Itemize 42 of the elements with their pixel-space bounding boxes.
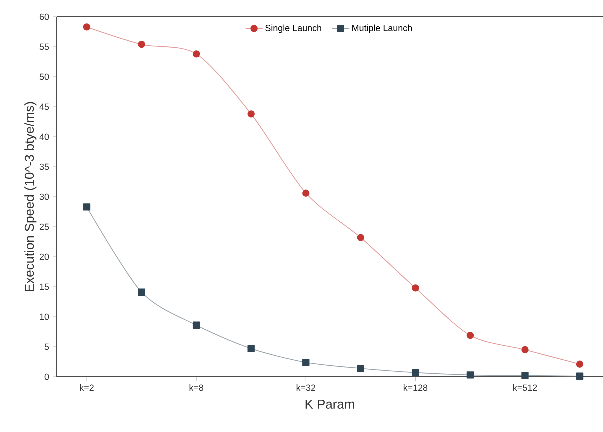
point	[466, 372, 474, 379]
point	[192, 50, 200, 58]
point	[412, 284, 420, 292]
y-tick-label: 0	[44, 374, 50, 380]
y-tick-label: 45	[40, 104, 50, 110]
point	[248, 345, 255, 352]
y-tick-label: 15	[40, 284, 50, 290]
point	[522, 372, 529, 380]
y-tick-label: 60	[40, 14, 50, 20]
point	[138, 288, 146, 296]
y-tick-label: 50	[40, 74, 50, 80]
x-axis-title: K Param	[306, 400, 354, 409]
legend-label: Single Launch	[266, 24, 322, 34]
point	[357, 365, 364, 372]
point	[192, 322, 200, 329]
y-tick-label: 5	[44, 344, 50, 350]
y-tick-label: 35	[40, 164, 50, 170]
point	[412, 369, 420, 376]
x-tick-label: k=8	[190, 384, 204, 392]
point	[248, 110, 255, 118]
x-tick-label: k=128	[404, 384, 428, 392]
x-tick-label: k=512	[514, 384, 538, 392]
point	[302, 359, 310, 366]
y-tick-label: 40	[40, 134, 50, 140]
point	[357, 234, 364, 242]
point	[83, 204, 91, 211]
y-tick-label: 10	[40, 314, 50, 320]
y-tick-label: 20	[40, 254, 50, 260]
point	[466, 332, 474, 340]
point	[302, 190, 310, 197]
y-tick-label: 30	[40, 194, 50, 200]
x-tick-label: k=32	[296, 384, 316, 392]
point	[138, 41, 146, 48]
legend-label: Mutiple Launch	[352, 24, 412, 34]
point	[522, 346, 529, 354]
x-tick-label: k=2	[80, 384, 94, 392]
y-tick-label: 55	[40, 44, 50, 50]
y-axis-title: Execution Speed (10^-3 btye/ms)	[24, 102, 37, 292]
y-tick-label: 25	[40, 224, 50, 230]
point	[83, 24, 91, 31]
point	[576, 360, 584, 368]
point	[576, 372, 584, 380]
